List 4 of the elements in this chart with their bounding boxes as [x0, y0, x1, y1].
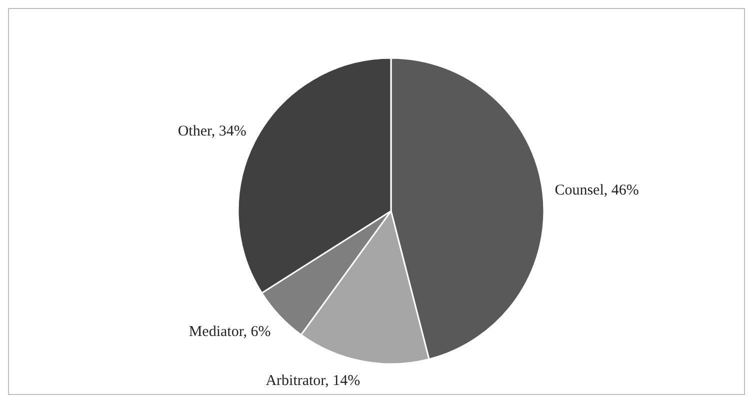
slice-label: Other, 34%	[178, 124, 246, 140]
slice-label: Arbitrator, 14%	[266, 373, 360, 390]
slice-label: Counsel, 46%	[554, 182, 639, 198]
slice-label: Mediator, 6%	[188, 324, 271, 340]
